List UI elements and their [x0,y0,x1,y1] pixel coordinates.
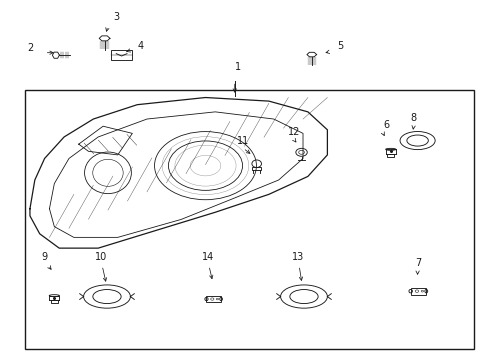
Text: 8: 8 [409,113,416,123]
Text: 12: 12 [288,127,300,137]
Text: 5: 5 [336,41,343,51]
Text: 7: 7 [414,258,421,268]
Text: 14: 14 [202,252,214,262]
Text: 10: 10 [95,252,107,262]
Text: 3: 3 [113,12,119,22]
Text: 1: 1 [234,62,241,72]
Text: 6: 6 [383,120,389,130]
Text: 2: 2 [27,43,34,53]
Text: 13: 13 [291,252,304,262]
Text: 4: 4 [137,41,143,51]
Text: 9: 9 [41,252,47,262]
Text: 11: 11 [237,136,249,146]
